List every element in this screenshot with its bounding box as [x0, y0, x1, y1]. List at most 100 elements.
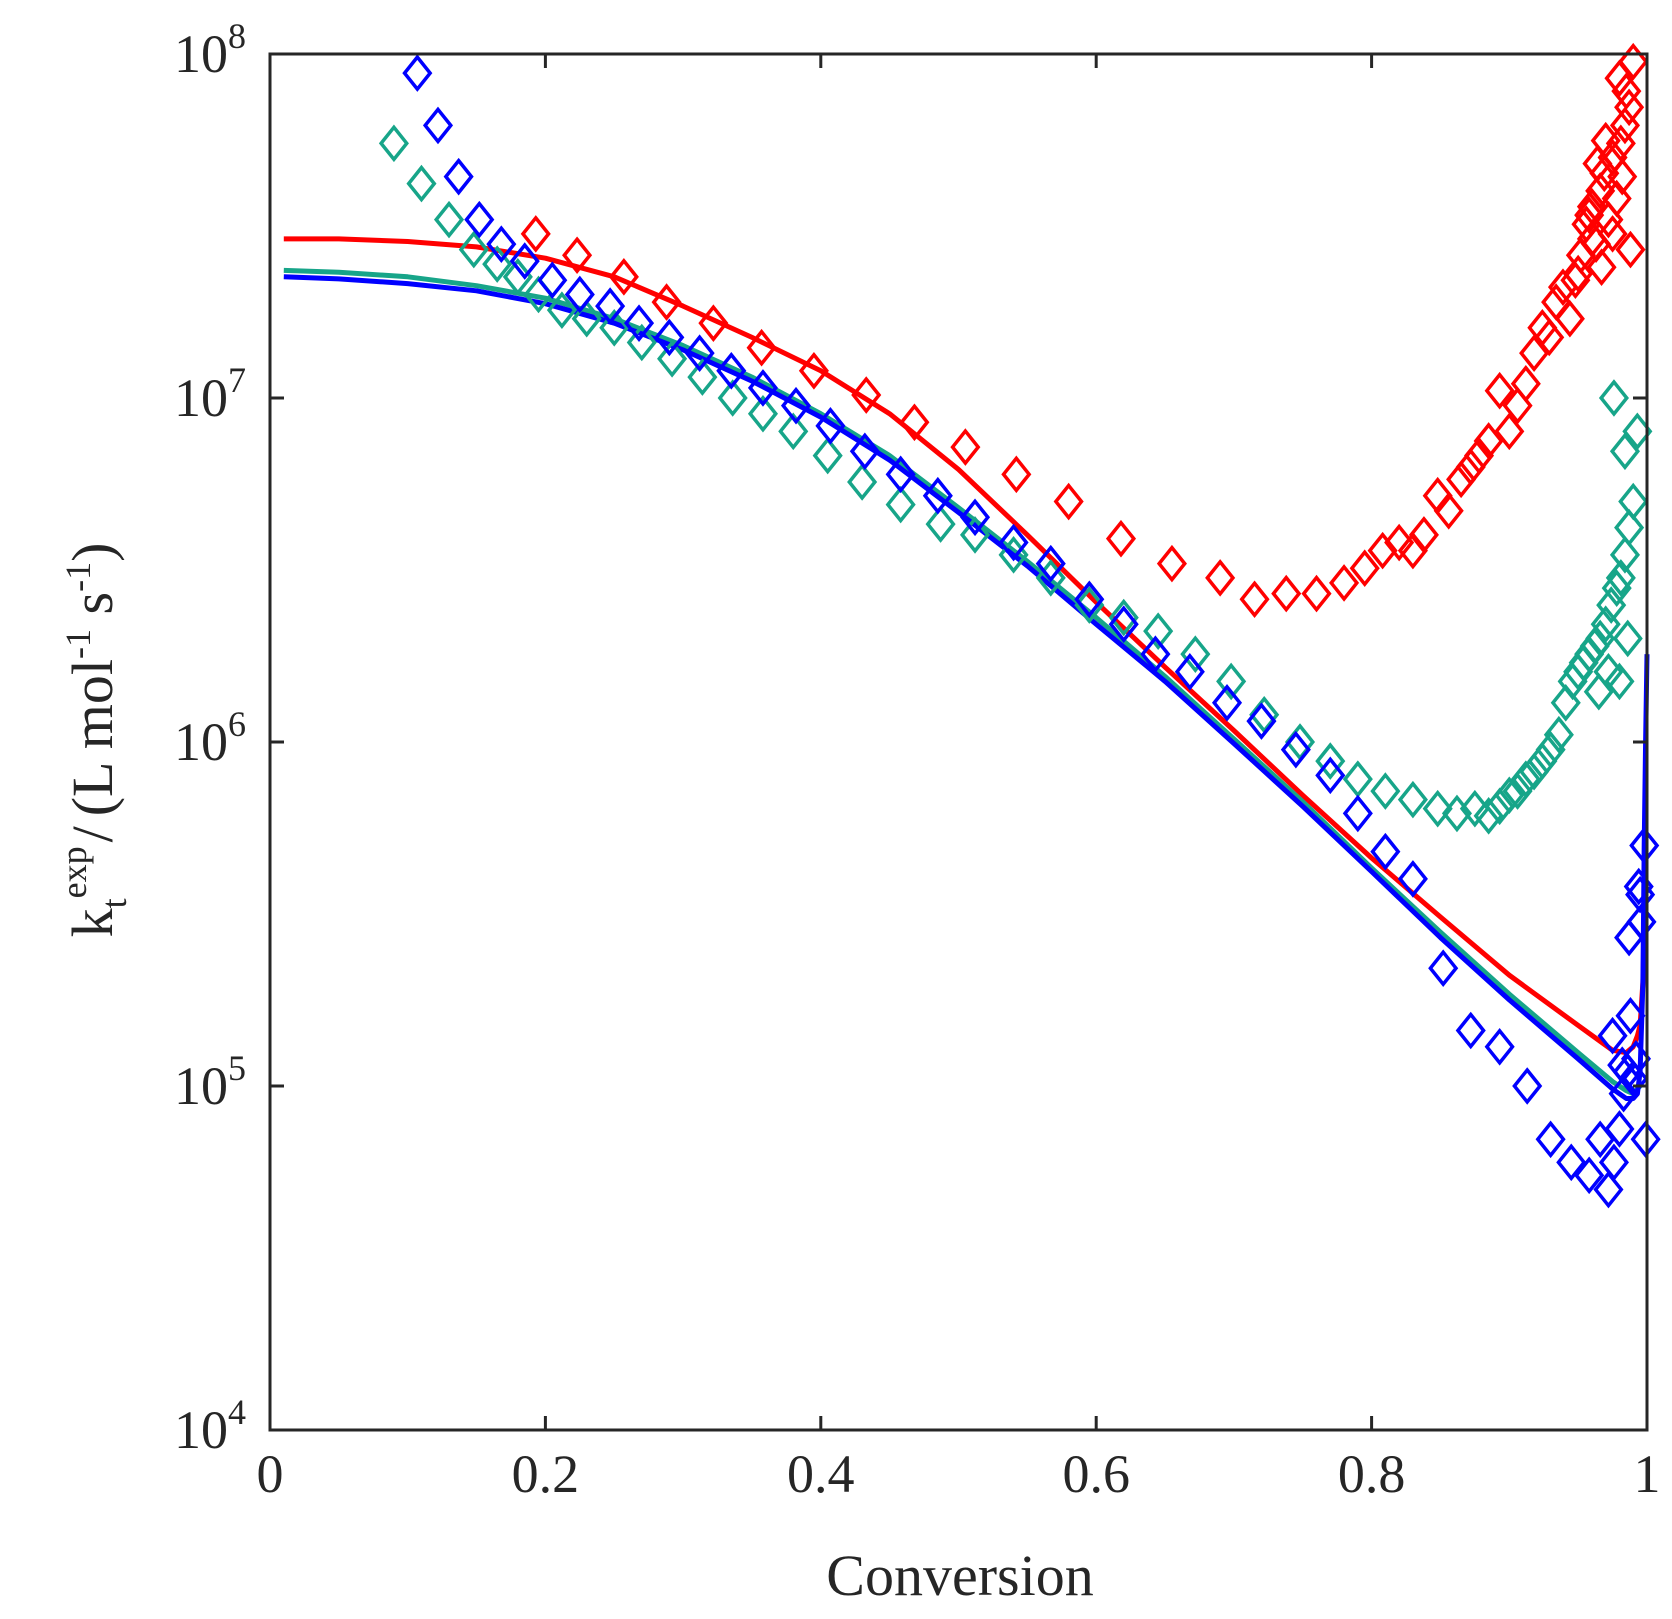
- red-experimental-point: [1554, 299, 1585, 338]
- blue-experimental-point: [1604, 1110, 1635, 1148]
- green-experimental-point: [1543, 715, 1574, 754]
- blue-experimental-point: [1035, 544, 1066, 583]
- blue-experimental-point: [537, 261, 568, 300]
- red-experimental-point: [1367, 531, 1398, 570]
- green-experimental-point: [747, 394, 779, 433]
- red-experimental-point: [1615, 230, 1646, 269]
- red-experimental-point: [1618, 42, 1649, 81]
- green-experimental-point: [687, 358, 718, 396]
- red-experimental-point: [1582, 144, 1613, 183]
- red-experimental-point: [1455, 448, 1486, 486]
- y-axis-title-k: k: [60, 908, 125, 937]
- blue-experimental-point: [1370, 832, 1401, 871]
- red-experimental-point: [1563, 254, 1594, 293]
- green-experimental-point: [1585, 619, 1616, 658]
- blue-experimental-point: [1211, 684, 1243, 722]
- green-experimental-point: [406, 164, 437, 203]
- red-experimental-point: [562, 236, 593, 275]
- y-axis-title-unit-sup1: -1: [58, 629, 98, 659]
- green-experimental-point: [1441, 794, 1473, 833]
- blue-experimental-point: [623, 304, 655, 342]
- blue-experimental-point: [716, 351, 747, 390]
- y-axis-title-slash: /: [60, 825, 125, 842]
- red-experimental-point: [899, 403, 930, 442]
- blue-experimental-point: [1074, 580, 1105, 619]
- x-tick-label: 0.4: [787, 1444, 855, 1504]
- blue-experimental-point: [1342, 794, 1373, 833]
- blue-experimental-point: [684, 334, 715, 372]
- green-experimental-point: [1609, 432, 1641, 471]
- model-lines: [283, 236, 1650, 1101]
- blue-experimental-point: [849, 432, 880, 471]
- blue-experimental-point: [654, 318, 685, 357]
- blue-experimental-point: [1608, 1074, 1639, 1113]
- blue-experimental-point: [1315, 756, 1346, 795]
- red-experimental-point: [1586, 248, 1617, 287]
- blue-experimental-point: [1574, 1156, 1605, 1195]
- red-experimental-point: [1001, 455, 1032, 494]
- green-experimental-point: [1527, 742, 1558, 780]
- green-experimental-point: [1422, 789, 1453, 828]
- blue-experimental-point: [1593, 1170, 1624, 1209]
- green-experimental-point: [1604, 662, 1635, 701]
- green-experimental-point: [1598, 379, 1629, 417]
- green-experimental-point: [717, 379, 748, 417]
- green-experimental-point: [1074, 586, 1105, 624]
- red-experimental-point: [1205, 559, 1236, 597]
- y-axis-title: ktexp/(L mol-1 s-1): [54, 543, 134, 938]
- blue-experimental-point: [1556, 1143, 1587, 1182]
- blue-experimental-point: [998, 523, 1029, 562]
- blue-experimental-point: [422, 106, 454, 145]
- y-tick-label: 105: [174, 1048, 246, 1116]
- blue-experimental-point: [1428, 949, 1459, 988]
- red-experimental-point: [608, 258, 639, 296]
- blue-experimental-point: [1174, 652, 1205, 691]
- green-experimental-point: [482, 245, 513, 283]
- x-tick-label: 0.8: [1338, 1444, 1406, 1504]
- green-experimental-point: [1535, 730, 1566, 769]
- red-experimental-point: [520, 215, 551, 253]
- green-experimental-point: [1035, 559, 1066, 597]
- red-experimental-point: [1239, 580, 1270, 619]
- red-experimental-point: [1156, 544, 1187, 583]
- y-tick-label: 108: [174, 16, 246, 84]
- blue-experimental-point: [509, 242, 540, 280]
- green-experimental-point: [433, 200, 465, 239]
- green-experimental-point: [1601, 569, 1632, 607]
- green-experimental-point: [885, 485, 916, 524]
- red-experimental-point: [1494, 412, 1525, 451]
- x-tick-label: 1: [1634, 1444, 1661, 1504]
- green-experimental-point: [1180, 635, 1211, 673]
- x-tick-label: 0.6: [1062, 1444, 1130, 1504]
- y-axis-title-unit-sup2: -1: [58, 562, 98, 592]
- red-experimental-point: [1607, 157, 1638, 196]
- green-experimental-point: [1216, 662, 1247, 701]
- green-experimental-point: [1618, 482, 1649, 521]
- green-experimental-point: [847, 463, 878, 501]
- red-experimental-point: [1105, 519, 1137, 558]
- blue-experimental-point: [1108, 605, 1139, 644]
- green-experimental-point: [812, 436, 843, 475]
- y-tick-label: 106: [174, 704, 246, 772]
- blue-experimental-point: [443, 157, 474, 196]
- red-experimental-point: [1301, 574, 1332, 613]
- green-experimental-point: [1473, 797, 1504, 835]
- y-tick-exponent: 6: [228, 704, 246, 744]
- blue-experimental-point: [922, 476, 953, 515]
- red-experimental-point: [1589, 154, 1620, 193]
- blue-experimental-point: [815, 407, 846, 445]
- red-experimental-point: [1271, 574, 1302, 613]
- blue-experimental-point: [1246, 702, 1277, 740]
- y-tick-label: 107: [174, 360, 246, 428]
- y-axis-title-unit-close: ): [60, 543, 125, 562]
- y-tick-label: 104: [174, 1392, 246, 1460]
- blue-experimental-point: [1598, 1143, 1629, 1182]
- green-experimental-point: [1370, 772, 1401, 810]
- blue-experimental-point: [1140, 635, 1171, 673]
- y-tick-base: 10: [174, 368, 228, 428]
- blue-model-line: [283, 274, 1650, 1101]
- y-tick-base: 10: [174, 712, 228, 772]
- green-experimental-point: [1249, 695, 1280, 734]
